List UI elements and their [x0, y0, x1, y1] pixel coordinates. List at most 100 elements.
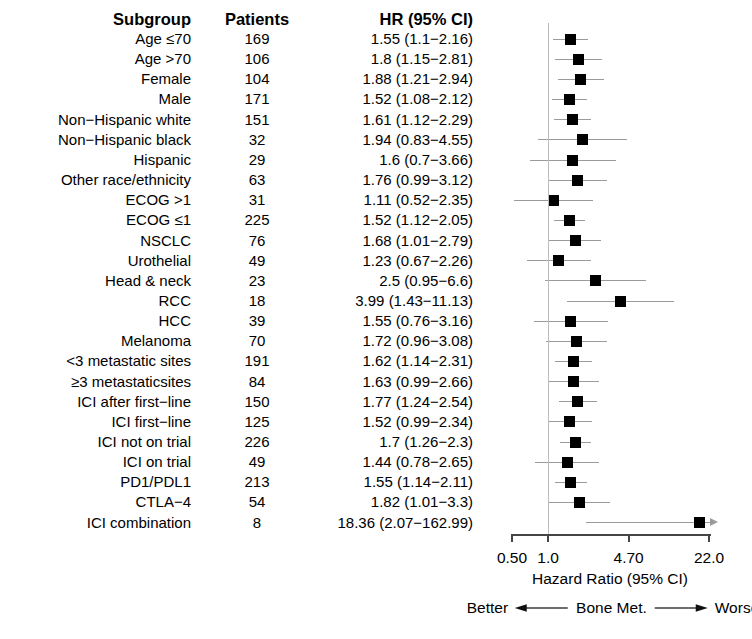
hr-ci-value: 1.82 (1.01−3.3): [300, 492, 473, 512]
hr-point-square: [562, 457, 573, 468]
hr-point-square: [590, 275, 601, 286]
forest-row: Melanoma 70 1.72 (0.96−3.08): [0, 331, 752, 351]
hr-ci-value: 1.76 (0.99−3.12): [300, 170, 473, 190]
patients-value: 70: [200, 331, 314, 351]
patients-value: 31: [200, 190, 314, 210]
forest-row: Other race/ethnicity 63 1.76 (0.99−3.12): [0, 170, 752, 190]
subgroup-label: ≥3 metastaticsites: [0, 372, 191, 392]
hr-ci-value: 1.8 (1.15−2.81): [300, 49, 473, 69]
hr-ci-value: 1.52 (1.12−2.05): [300, 210, 473, 230]
patients-value: 23: [200, 271, 314, 291]
hr-point-square: [575, 74, 586, 85]
hr-ci-value: 1.62 (1.14−2.31): [300, 351, 473, 371]
hr-point-square: [694, 517, 705, 528]
forest-row: ICI on trial 49 1.44 (0.78−2.65): [0, 452, 752, 472]
patients-value: 18: [200, 291, 314, 311]
better-label: Better: [467, 599, 508, 617]
bone-met-label: Bone Met.: [576, 599, 647, 617]
hr-ci-value: 1.52 (0.99−2.34): [300, 412, 473, 432]
hr-point-square: [572, 396, 583, 407]
direction-legend: Better Bone Met. Worse: [467, 599, 752, 617]
subgroup-label: Other race/ethnicity: [0, 170, 191, 190]
hr-ci-value: 3.99 (1.43−11.13): [300, 291, 473, 311]
subgroup-label: ECOG ≤1: [0, 210, 191, 230]
hr-ci-value: 1.44 (0.78−2.65): [300, 452, 473, 472]
hr-point-square: [567, 114, 578, 125]
hr-column-header: HR (95% CI): [300, 9, 473, 30]
hr-ci-value: 1.77 (1.24−2.54): [300, 392, 473, 412]
hr-point-square: [565, 316, 576, 327]
x-axis-tick: [547, 534, 549, 542]
subgroup-label: ICI on trial: [0, 452, 191, 472]
forest-row: RCC 18 3.99 (1.43−11.13): [0, 291, 752, 311]
subgroup-label: Age ≤70: [0, 29, 191, 49]
subgroup-label: ICI not on trial: [0, 432, 191, 452]
hr-point-square: [568, 356, 579, 367]
subgroup-label: Urothelial: [0, 251, 191, 271]
patients-value: 150: [200, 392, 314, 412]
hr-point-square: [577, 134, 588, 145]
forest-row: PD1/PDL1 213 1.55 (1.14−2.11): [0, 472, 752, 492]
hr-point-square: [615, 296, 626, 307]
forest-row: ICI first−line 125 1.52 (0.99−2.34): [0, 412, 752, 432]
forest-row: ICI combination 8 18.36 (2.07−162.99): [0, 513, 752, 533]
left-arrow-icon: [515, 603, 569, 613]
hr-point-square: [564, 94, 575, 105]
forest-row: Age ≤70 169 1.55 (1.1−2.16): [0, 29, 752, 49]
x-axis-title: Hazard Ratio (95% CI): [532, 570, 688, 588]
hr-ci-value: 1.55 (0.76−3.16): [300, 311, 473, 331]
hr-ci-value: 1.55 (1.14−2.11): [300, 472, 473, 492]
subgroup-label: Hispanic: [0, 150, 191, 170]
right-arrow-icon: [654, 603, 708, 613]
x-axis-tick: [628, 534, 630, 542]
subgroup-label: Head & neck: [0, 271, 191, 291]
patients-value: 49: [200, 251, 314, 271]
forest-row: Non−Hispanic white 151 1.61 (1.12−2.29): [0, 110, 752, 130]
ci-whisker: [586, 522, 710, 523]
hr-point-square: [565, 34, 576, 45]
forest-plot-figure: Subgroup Patients HR (95% CI) Age ≤70 16…: [0, 0, 752, 639]
subgroup-label: Non−Hispanic white: [0, 110, 191, 130]
subgroup-label: ECOG >1: [0, 190, 191, 210]
patients-value: 8: [200, 513, 314, 533]
patients-value: 63: [200, 170, 314, 190]
patients-value: 171: [200, 89, 314, 109]
subgroup-label: Female: [0, 69, 191, 89]
patients-value: 151: [200, 110, 314, 130]
subgroup-column-header: Subgroup: [0, 9, 191, 30]
hr-ci-value: 1.94 (0.83−4.55): [300, 130, 473, 150]
hr-ci-value: 18.36 (2.07−162.99): [300, 513, 473, 533]
forest-row: Head & neck 23 2.5 (0.95−6.6): [0, 271, 752, 291]
patients-value: 169: [200, 29, 314, 49]
forest-row: Male 171 1.52 (1.08−2.12): [0, 89, 752, 109]
forest-row: NSCLC 76 1.68 (1.01−2.79): [0, 231, 752, 251]
patients-value: 84: [200, 372, 314, 392]
hr-point-square: [570, 437, 581, 448]
hr-ci-value: 1.61 (1.12−2.29): [300, 110, 473, 130]
x-axis-tick-label: 0.50: [497, 549, 527, 567]
subgroup-label: PD1/PDL1: [0, 472, 191, 492]
forest-row: ICI after first−line 150 1.77 (1.24−2.54…: [0, 392, 752, 412]
forest-row: Age >70 106 1.8 (1.15−2.81): [0, 49, 752, 69]
hr-ci-value: 1.11 (0.52−2.35): [300, 190, 473, 210]
forest-row: HCC 39 1.55 (0.76−3.16): [0, 311, 752, 331]
patients-value: 49: [200, 452, 314, 472]
patients-value: 125: [200, 412, 314, 432]
forest-row: CTLA−4 54 1.82 (1.01−3.3): [0, 492, 752, 512]
hr-ci-value: 1.6 (0.7−3.66): [300, 150, 473, 170]
subgroup-label: RCC: [0, 291, 191, 311]
patients-value: 191: [200, 351, 314, 371]
hr-point-square: [564, 416, 575, 427]
hr-ci-value: 1.7 (1.26−2.3): [300, 432, 473, 452]
hr-point-square: [573, 54, 584, 65]
hr-point-square: [565, 477, 576, 488]
subgroup-label: ICI after first−line: [0, 392, 191, 412]
patients-value: 54: [200, 492, 314, 512]
x-axis-line: [512, 534, 711, 536]
forest-row: ≥3 metastaticsites 84 1.63 (0.99−2.66): [0, 372, 752, 392]
patients-value: 32: [200, 130, 314, 150]
hr-ci-value: 1.63 (0.99−2.66): [300, 372, 473, 392]
hr-point-square: [553, 255, 564, 266]
patients-value: 39: [200, 311, 314, 331]
patients-value: 106: [200, 49, 314, 69]
